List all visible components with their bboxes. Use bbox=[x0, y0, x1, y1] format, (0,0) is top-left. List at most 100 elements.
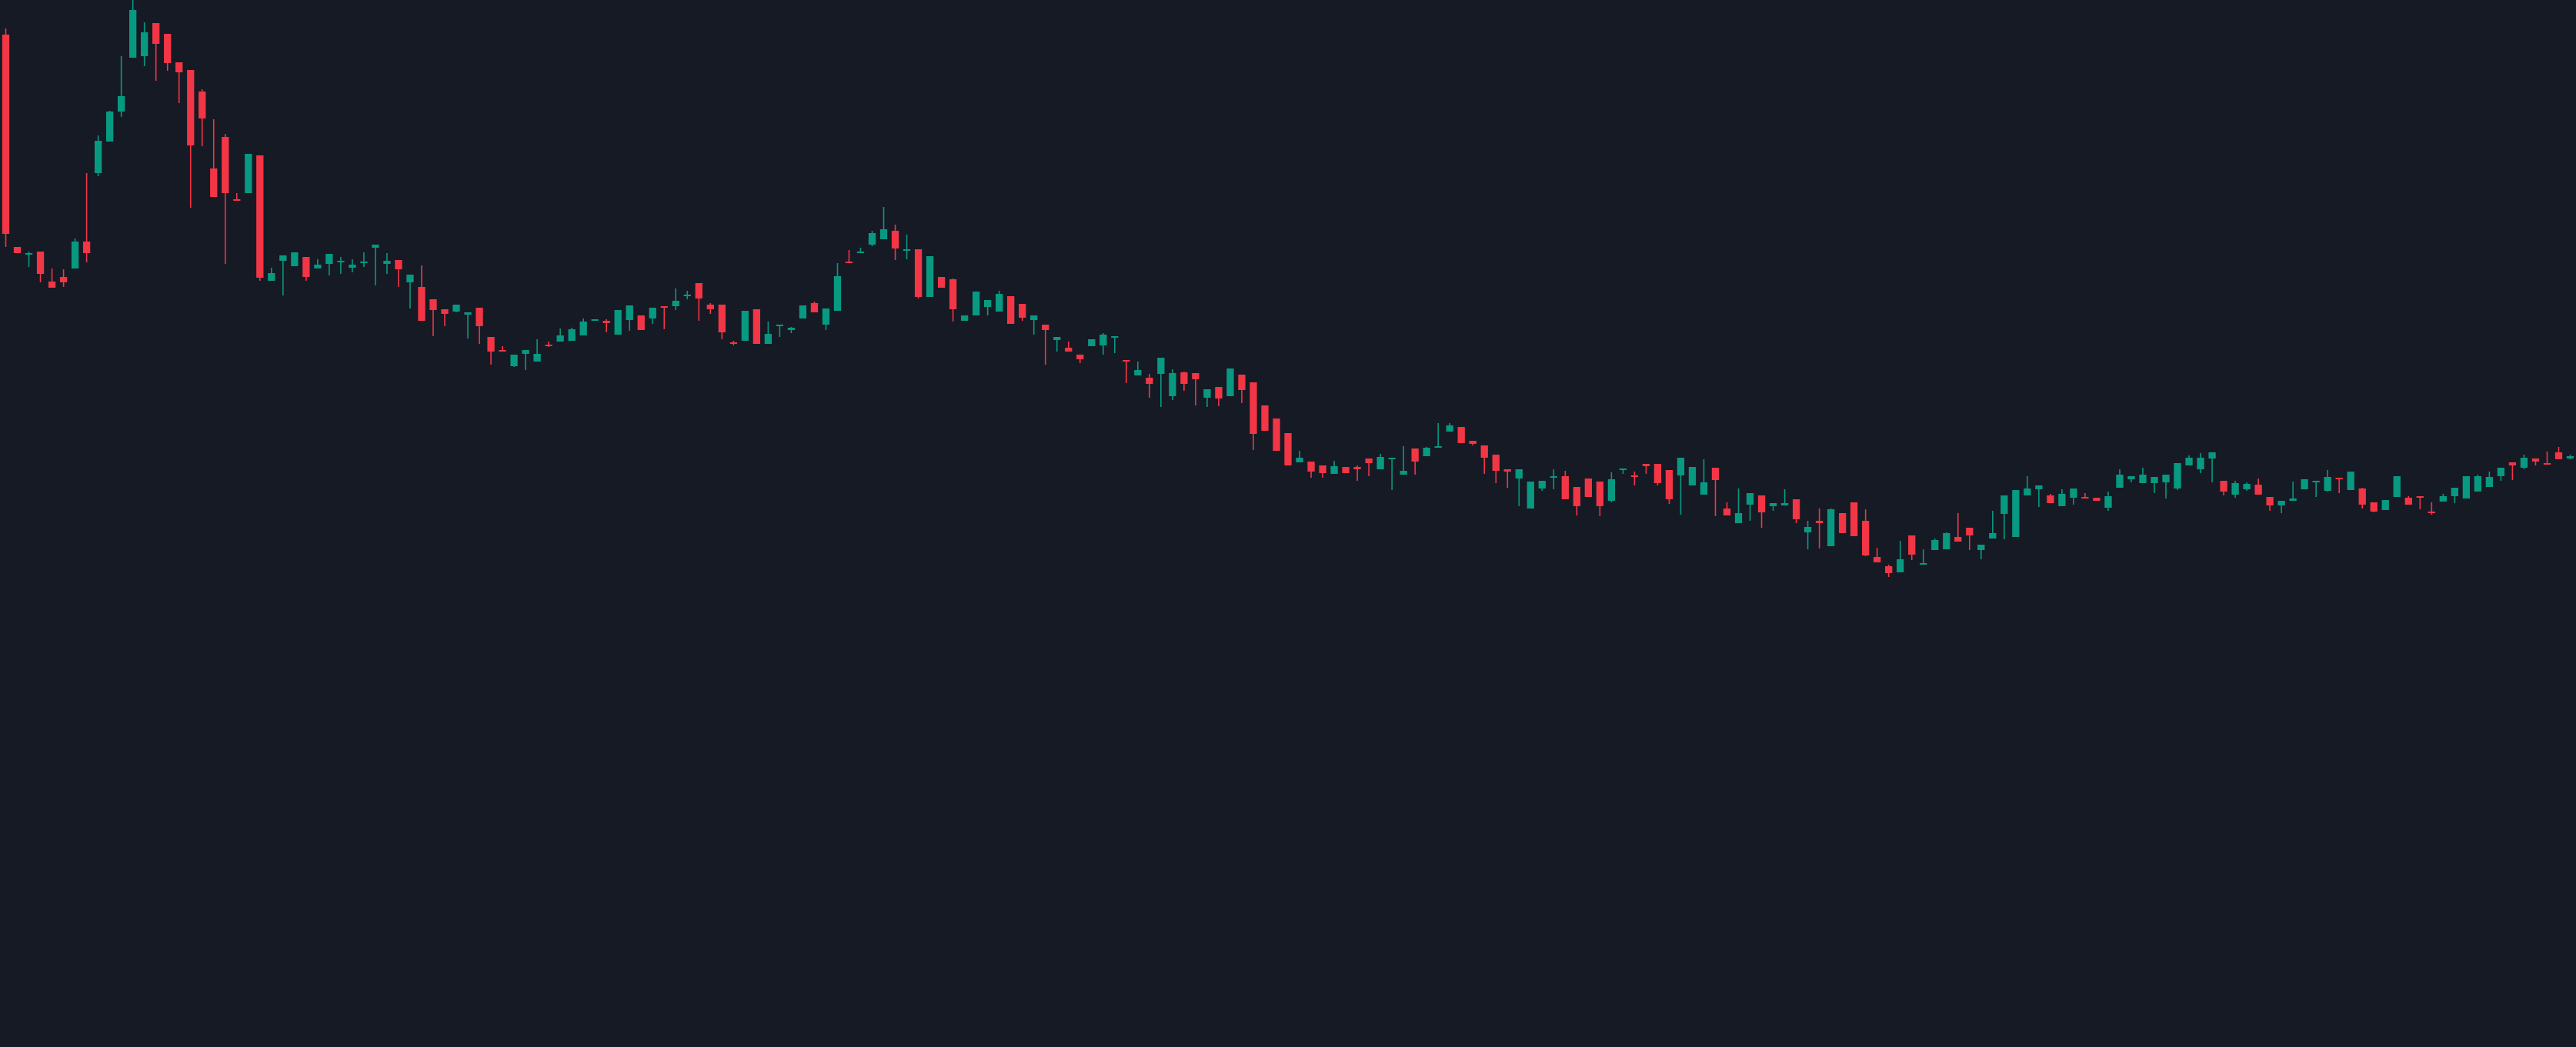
candle-body-down bbox=[256, 155, 264, 278]
candle-body-up bbox=[1538, 481, 1546, 488]
candle-body-up bbox=[2301, 479, 2308, 489]
candle-body-up bbox=[1030, 315, 1038, 320]
candle-body-up bbox=[856, 252, 865, 253]
candle-body-down bbox=[845, 262, 853, 263]
candles-layer bbox=[2, 0, 2574, 577]
candle-body-down bbox=[2358, 488, 2366, 505]
candle-body-down bbox=[1723, 508, 1731, 515]
candle-body-down bbox=[1815, 521, 1824, 523]
candle-body-down bbox=[82, 242, 91, 253]
candle-body-up bbox=[868, 233, 876, 245]
candle-body-down bbox=[1503, 469, 1511, 472]
candle-body-down bbox=[395, 260, 402, 269]
candle-body-up bbox=[649, 308, 656, 318]
candle-body-up bbox=[1804, 527, 1812, 532]
candle-body-down bbox=[718, 305, 726, 332]
candle-body-down bbox=[302, 257, 310, 277]
candle-body-down bbox=[1192, 373, 1200, 379]
candle-body-down bbox=[199, 92, 206, 118]
candle-body-down bbox=[1838, 513, 1847, 533]
candle-body-up bbox=[2451, 488, 2459, 496]
candle-body-down bbox=[891, 231, 899, 248]
candle-body-down bbox=[1411, 448, 1419, 462]
candle-body-up bbox=[579, 322, 587, 335]
candle-body-down bbox=[1019, 304, 1026, 318]
candle-body-down bbox=[752, 309, 761, 344]
candle-body-up bbox=[1989, 533, 1997, 539]
candle-body-up bbox=[568, 329, 576, 341]
candle-body-down bbox=[487, 337, 495, 352]
candle-body-up bbox=[1943, 533, 1950, 549]
candle-body-down bbox=[706, 305, 714, 309]
candle-body-up bbox=[2324, 477, 2331, 491]
candle-body-down bbox=[2416, 496, 2424, 498]
candle-body-up bbox=[1677, 458, 1685, 475]
candle-body-down bbox=[164, 34, 172, 63]
candle-body-down bbox=[2554, 452, 2563, 459]
candle-body-up bbox=[1769, 503, 1777, 506]
candle-body-down bbox=[1065, 348, 1073, 352]
candle-body-up bbox=[533, 354, 541, 362]
candle-body-up bbox=[2174, 463, 2181, 488]
candle-body-up bbox=[2151, 477, 2158, 483]
candle-body-down bbox=[152, 23, 160, 44]
candle-body-up bbox=[626, 305, 633, 320]
candle-body-down bbox=[1862, 521, 1870, 555]
candle-body-up bbox=[2162, 475, 2170, 482]
candle-body-up bbox=[25, 253, 33, 255]
candle-body-down bbox=[499, 350, 506, 352]
candle-body-up bbox=[1400, 471, 1407, 475]
candle-body-down bbox=[1492, 455, 1500, 471]
candle-body-up bbox=[1515, 469, 1523, 478]
candle-body-down bbox=[1874, 557, 1881, 562]
candle-body-down bbox=[1792, 499, 1800, 519]
candle-body-down bbox=[695, 283, 702, 298]
candle-body-down bbox=[1480, 445, 1488, 458]
candle-body-down bbox=[729, 342, 738, 344]
candle-body-down bbox=[1711, 468, 1720, 480]
candle-body-up bbox=[1088, 339, 1096, 346]
candle-body-down bbox=[1353, 467, 1361, 469]
candle-body-up bbox=[1053, 337, 1061, 340]
candle-body-up bbox=[1099, 335, 1107, 345]
candle-body-down bbox=[429, 299, 437, 310]
candle-body-down bbox=[187, 70, 195, 145]
candle-body-up bbox=[787, 328, 796, 330]
candle-body-up bbox=[996, 294, 1003, 312]
candle-body-down bbox=[233, 199, 241, 201]
candle-body-up bbox=[1746, 493, 1754, 505]
candle-body-down bbox=[1954, 537, 1962, 542]
candle-body-up bbox=[926, 256, 934, 297]
candle-body-up bbox=[129, 10, 137, 58]
candle-body-up bbox=[1111, 336, 1119, 338]
candle-body-up bbox=[349, 265, 356, 268]
candle-body-down bbox=[2081, 497, 2089, 498]
candle-body-down bbox=[48, 282, 56, 288]
candle-body-up bbox=[1977, 545, 1985, 550]
candle-body-up bbox=[2289, 498, 2297, 501]
candle-body-up bbox=[741, 311, 749, 341]
candle-body-down bbox=[2220, 481, 2227, 492]
candle-body-up bbox=[1388, 458, 1396, 459]
candle-body-up bbox=[2485, 477, 2494, 487]
candle-body-up bbox=[960, 315, 969, 321]
candle-body-up bbox=[2462, 476, 2471, 498]
candle-body-up bbox=[2347, 472, 2354, 490]
candle-body-down bbox=[1076, 355, 1084, 359]
candle-body-up bbox=[1296, 458, 1303, 462]
candle-body-up bbox=[464, 312, 472, 315]
candle-body-up bbox=[1330, 466, 1338, 474]
candle-body-up bbox=[833, 276, 842, 311]
candle-body-up bbox=[2024, 488, 2031, 495]
candle-body-up bbox=[279, 255, 287, 261]
candle-body-down bbox=[2404, 498, 2412, 505]
candle-body-down bbox=[810, 303, 819, 312]
candle-body-down bbox=[1630, 475, 1639, 477]
candle-body-up bbox=[983, 300, 992, 307]
candle-body-down bbox=[1123, 360, 1130, 362]
candle-body-down bbox=[1908, 535, 1916, 555]
candle-body-up bbox=[2277, 501, 2285, 505]
candle-body-up bbox=[2104, 496, 2112, 508]
candle-body-down bbox=[637, 315, 645, 330]
